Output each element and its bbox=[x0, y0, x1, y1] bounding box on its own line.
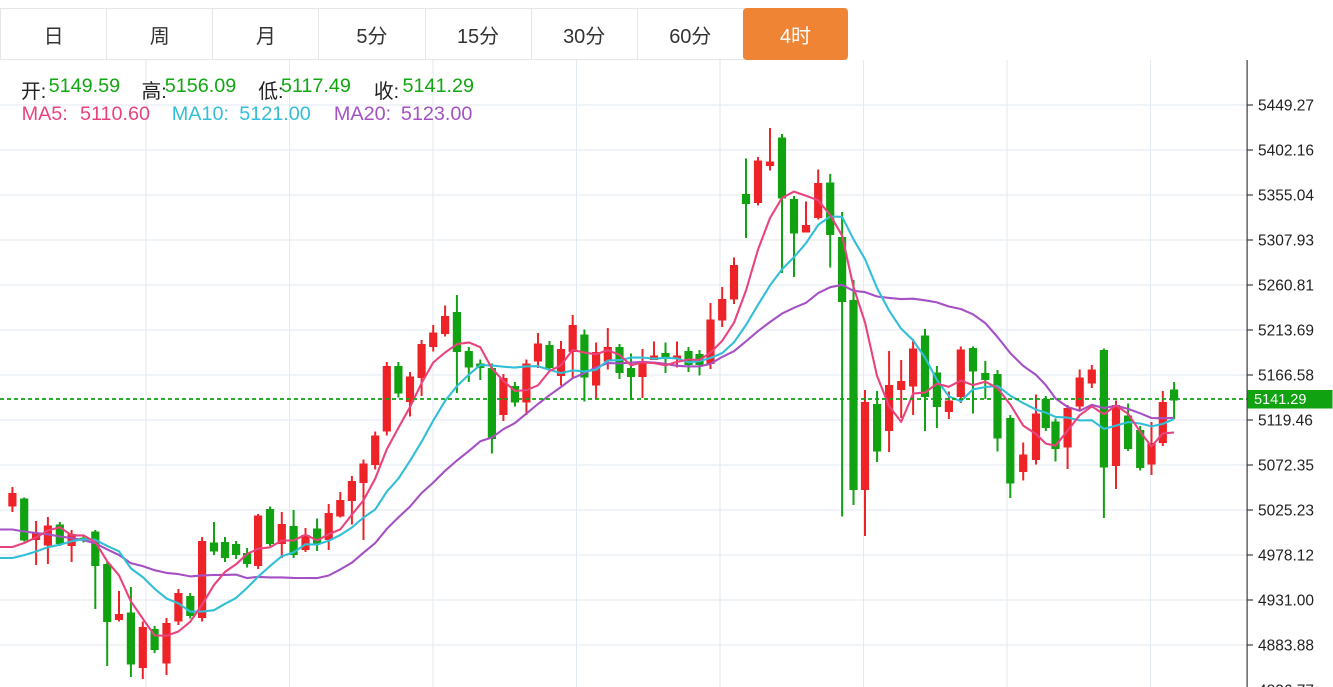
svg-text:4978.12: 4978.12 bbox=[1258, 548, 1314, 565]
svg-text:5355.04: 5355.04 bbox=[1258, 188, 1314, 205]
svg-text:5402.16: 5402.16 bbox=[1258, 143, 1314, 160]
svg-text:5166.58: 5166.58 bbox=[1258, 368, 1314, 385]
svg-text:5141.29: 5141.29 bbox=[1254, 392, 1306, 408]
svg-text:4883.88: 4883.88 bbox=[1258, 638, 1314, 655]
svg-text:5072.35: 5072.35 bbox=[1258, 458, 1314, 475]
svg-text:5119.46: 5119.46 bbox=[1258, 413, 1313, 430]
svg-text:5449.27: 5449.27 bbox=[1258, 98, 1314, 115]
svg-text:4931.00: 4931.00 bbox=[1258, 593, 1314, 610]
svg-text:5213.69: 5213.69 bbox=[1258, 323, 1314, 340]
svg-text:5307.93: 5307.93 bbox=[1258, 233, 1314, 250]
svg-text:5260.81: 5260.81 bbox=[1258, 278, 1314, 295]
svg-text:4836.77: 4836.77 bbox=[1258, 683, 1314, 687]
svg-text:5025.23: 5025.23 bbox=[1258, 503, 1314, 520]
